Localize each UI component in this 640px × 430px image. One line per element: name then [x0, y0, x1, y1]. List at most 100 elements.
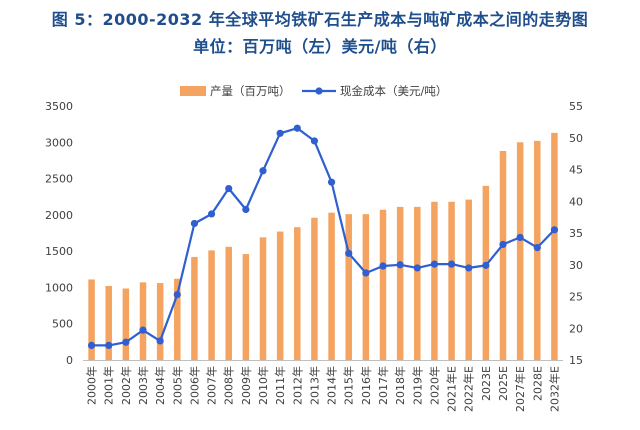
x-tick-label: 2019年 — [410, 366, 424, 405]
y-left-tick-label: 2500 — [45, 173, 73, 186]
point-cash-cost — [242, 205, 250, 214]
point-cash-cost — [139, 326, 147, 334]
x-tick-label: 2009年 — [239, 366, 253, 405]
x-tick-label: 2014年 — [325, 366, 339, 405]
point-cash-cost — [327, 178, 336, 186]
bar-production — [156, 283, 164, 360]
point-cash-cost — [225, 184, 233, 193]
point-cash-cost — [516, 233, 524, 242]
point-cash-cost — [156, 337, 164, 345]
point-cash-cost — [276, 129, 284, 137]
x-tick-label: 2008年 — [222, 366, 236, 405]
legend-line-marker — [315, 87, 323, 95]
bar-production — [448, 201, 455, 360]
y-right-tick-label: 50 — [569, 132, 583, 145]
y-right-tick-label: 40 — [569, 195, 583, 208]
point-cash-cost — [465, 264, 473, 272]
y-right-tick-label: 55 — [569, 100, 583, 113]
point-cash-cost — [345, 249, 353, 257]
bar-production — [345, 214, 352, 360]
bar-production — [139, 282, 147, 360]
bar-production — [465, 199, 472, 360]
line-cash-cost — [91, 127, 556, 347]
bar-production — [311, 217, 318, 360]
x-tick-label: 2015年 — [342, 366, 356, 405]
x-tick-label: 2012年 — [290, 366, 304, 405]
x-tick-label: 2023E — [480, 366, 493, 401]
bar-production — [379, 209, 387, 360]
point-cash-cost — [259, 167, 267, 175]
x-tick-label: 2001年 — [102, 366, 116, 405]
bar-production — [431, 201, 438, 360]
point-cash-cost — [105, 341, 113, 349]
point-cash-cost — [122, 338, 130, 346]
point-cash-cost — [207, 210, 216, 218]
chart-title: 图 5：2000-2032 年全球平均铁矿石生产成本与吨矿成本之间的走势图 — [51, 10, 589, 29]
point-cash-cost — [362, 269, 370, 277]
point-cash-cost — [499, 240, 507, 249]
x-tick-label: 2013年 — [307, 366, 321, 405]
point-cash-cost — [482, 261, 490, 269]
point-cash-cost — [447, 260, 456, 268]
x-tick-label: 2000年 — [85, 366, 99, 405]
y-left-tick-label: 1500 — [45, 245, 73, 258]
point-cash-cost — [379, 262, 387, 270]
legend-label-cash-cost: 现金成本（美元/吨） — [340, 84, 447, 98]
x-tick-label: 2027年E — [513, 366, 527, 412]
point-cash-cost — [293, 124, 301, 132]
point-cash-cost — [396, 261, 404, 269]
point-cash-cost — [310, 137, 319, 145]
legend-label-production: 产量（百万吨） — [210, 84, 291, 98]
x-tick-label: 2022年E — [462, 366, 476, 412]
bar-production — [499, 150, 507, 360]
x-tick-label: 2016年 — [359, 366, 373, 405]
y-right-tick-label: 35 — [569, 227, 583, 240]
x-tick-label: 2007年 — [205, 366, 219, 405]
x-tick-label: 2011年 — [273, 366, 287, 405]
y-right-tick-label: 30 — [569, 259, 583, 272]
x-tick-label: 2021年E — [445, 366, 459, 412]
x-tick-label: 2020年 — [427, 366, 441, 405]
y-left-tick-label: 0 — [66, 354, 73, 367]
x-tick-label: 2025E — [497, 366, 510, 401]
x-tick-label: 2003年 — [136, 366, 150, 405]
bar-production — [259, 237, 267, 360]
point-cash-cost — [533, 244, 541, 252]
x-tick-label: 2002年 — [119, 366, 133, 405]
x-tick-label: 2032年E — [547, 366, 561, 412]
y-left-tick-label: 3500 — [45, 100, 73, 113]
bar-production — [208, 250, 215, 360]
bar-production — [362, 214, 370, 360]
bar-production — [88, 279, 95, 360]
point-cash-cost — [413, 264, 421, 272]
x-tick-label: 2010年 — [256, 366, 270, 405]
y-right-tick-label: 45 — [569, 164, 583, 177]
chart-subtitle: 单位：百万吨（左）美元/吨（右） — [193, 37, 447, 56]
y-left-tick-label: 2000 — [45, 209, 73, 222]
x-tick-label: 2006年 — [187, 366, 201, 405]
bar-production — [328, 212, 335, 360]
bar-production — [105, 285, 112, 360]
legend: 产量（百万吨） 现金成本（美元/吨） — [180, 84, 447, 98]
bar-production — [242, 254, 250, 360]
bar-production — [396, 206, 404, 360]
point-cash-cost — [430, 260, 439, 268]
bar-production — [122, 288, 130, 360]
bar-production — [551, 132, 558, 360]
x-tick-label: 2017年 — [376, 366, 390, 405]
point-cash-cost — [87, 341, 96, 349]
legend-bar-swatch — [180, 86, 206, 96]
x-tick-label: 2018年 — [393, 366, 407, 405]
point-cash-cost — [550, 226, 559, 234]
x-tick-label: 2004年 — [153, 366, 167, 405]
bar-production — [294, 227, 301, 360]
bar-production — [276, 231, 284, 360]
y-right-tick-label: 15 — [569, 354, 583, 367]
bar-production — [482, 185, 490, 360]
x-tick-label: 2005年 — [170, 366, 184, 405]
y-right-tick-label: 25 — [569, 291, 583, 304]
y-left-tick-label: 500 — [52, 318, 73, 331]
y-left-tick-label: 3000 — [45, 136, 73, 149]
point-cash-cost — [190, 219, 199, 228]
